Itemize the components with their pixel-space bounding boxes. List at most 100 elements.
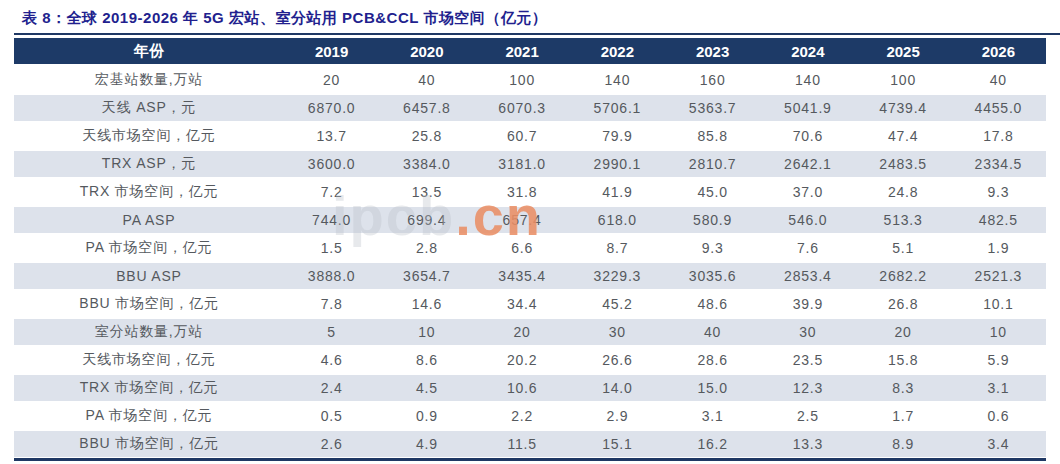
cell-value: 45.2 bbox=[570, 291, 665, 319]
cell-value: 15.1 bbox=[570, 431, 665, 459]
table-row: 天线市场空间，亿元13.725.860.779.985.870.647.417.… bbox=[14, 123, 1046, 151]
cell-value: 546.0 bbox=[760, 207, 855, 235]
row-label: PA ASP bbox=[14, 207, 284, 235]
table-row: BBU ASP3888.03654.73435.43229.33035.6285… bbox=[14, 263, 1046, 291]
table-title: 表 8：全球 2019-2026 年 5G 宏站、室分站用 PCB&CCL 市场… bbox=[0, 0, 1060, 28]
cell-value: 2.8 bbox=[379, 235, 474, 263]
cell-value: 20 bbox=[284, 67, 379, 95]
cell-value: 482.5 bbox=[951, 207, 1046, 235]
cell-value: 2483.5 bbox=[856, 151, 951, 179]
cell-value: 17.8 bbox=[951, 123, 1046, 151]
report-table-page: 表 8：全球 2019-2026 年 5G 宏站、室分站用 PCB&CCL 市场… bbox=[0, 0, 1060, 464]
cell-value: 2334.5 bbox=[951, 151, 1046, 179]
cell-value: 2.6 bbox=[284, 431, 379, 459]
cell-value: 744.0 bbox=[284, 207, 379, 235]
cell-value: 41.9 bbox=[570, 179, 665, 207]
cell-value: 580.9 bbox=[665, 207, 760, 235]
row-label: PA 市场空间，亿元 bbox=[14, 403, 284, 431]
column-header-2025: 2025 bbox=[856, 38, 951, 67]
cell-value: 24.8 bbox=[856, 179, 951, 207]
cell-value: 100 bbox=[475, 67, 570, 95]
table-bottom-border bbox=[14, 458, 1046, 461]
cell-value: 37.0 bbox=[760, 179, 855, 207]
cell-value: 2990.1 bbox=[570, 151, 665, 179]
cell-value: 40 bbox=[951, 67, 1046, 95]
cell-value: 40 bbox=[379, 67, 474, 95]
cell-value: 657.4 bbox=[475, 207, 570, 235]
table-row: PA ASP744.0699.4657.4618.0580.9546.0513.… bbox=[14, 207, 1046, 235]
row-label: 室分站数量,万站 bbox=[14, 319, 284, 347]
cell-value: 618.0 bbox=[570, 207, 665, 235]
row-label: TRX ASP，元 bbox=[14, 151, 284, 179]
cell-value: 5706.1 bbox=[570, 95, 665, 123]
cell-value: 3.1 bbox=[951, 375, 1046, 403]
cell-value: 2.9 bbox=[570, 403, 665, 431]
column-header-2021: 2021 bbox=[475, 38, 570, 67]
cell-value: 15.8 bbox=[856, 347, 951, 375]
cell-value: 5.1 bbox=[856, 235, 951, 263]
cell-value: 4739.4 bbox=[856, 95, 951, 123]
cell-value: 28.6 bbox=[665, 347, 760, 375]
row-label: BBU 市场空间，亿元 bbox=[14, 291, 284, 319]
cell-value: 30 bbox=[760, 319, 855, 347]
cell-value: 45.0 bbox=[665, 179, 760, 207]
column-header-2023: 2023 bbox=[665, 38, 760, 67]
cell-value: 0.9 bbox=[379, 403, 474, 431]
cell-value: 10 bbox=[951, 319, 1046, 347]
cell-value: 20 bbox=[856, 319, 951, 347]
cell-value: 8.6 bbox=[379, 347, 474, 375]
table-row: 室分站数量,万站510203040302010 bbox=[14, 319, 1046, 347]
cell-value: 4.6 bbox=[284, 347, 379, 375]
row-label: 天线 ASP，元 bbox=[14, 95, 284, 123]
cell-value: 10 bbox=[379, 319, 474, 347]
table-row: 天线 ASP，元6870.06457.86070.35706.15363.750… bbox=[14, 95, 1046, 123]
cell-value: 1.9 bbox=[951, 235, 1046, 263]
cell-value: 47.4 bbox=[856, 123, 951, 151]
cell-value: 48.6 bbox=[665, 291, 760, 319]
cell-value: 5 bbox=[284, 319, 379, 347]
cell-value: 40 bbox=[665, 319, 760, 347]
table-body: 宏基站数量,万站204010014016014010040天线 ASP，元687… bbox=[14, 67, 1046, 459]
cell-value: 140 bbox=[760, 67, 855, 95]
cell-value: 23.5 bbox=[760, 347, 855, 375]
cell-value: 3435.4 bbox=[475, 263, 570, 291]
year-column-label: 年份 bbox=[14, 38, 284, 67]
cell-value: 7.2 bbox=[284, 179, 379, 207]
cell-value: 1.7 bbox=[856, 403, 951, 431]
cell-value: 9.3 bbox=[665, 235, 760, 263]
table-row: 宏基站数量,万站204010014016014010040 bbox=[14, 67, 1046, 95]
cell-value: 20 bbox=[475, 319, 570, 347]
cell-value: 8.9 bbox=[856, 431, 951, 459]
cell-value: 8.7 bbox=[570, 235, 665, 263]
cell-value: 3.4 bbox=[951, 431, 1046, 459]
table-row: TRX ASP，元3600.03384.03181.02990.12810.72… bbox=[14, 151, 1046, 179]
cell-value: 79.9 bbox=[570, 123, 665, 151]
cell-value: 3229.3 bbox=[570, 263, 665, 291]
cell-value: 11.5 bbox=[475, 431, 570, 459]
cell-value: 10.1 bbox=[951, 291, 1046, 319]
row-label: PA 市场空间，亿元 bbox=[14, 235, 284, 263]
table-row: TRX 市场空间，亿元7.213.531.841.945.037.024.89.… bbox=[14, 179, 1046, 207]
cell-value: 2521.3 bbox=[951, 263, 1046, 291]
table-header-row: 年份20192020202120222023202420252026 bbox=[14, 38, 1046, 67]
cell-value: 30 bbox=[570, 319, 665, 347]
cell-value: 2682.2 bbox=[856, 263, 951, 291]
row-label: BBU 市场空间，亿元 bbox=[14, 431, 284, 459]
cell-value: 2810.7 bbox=[665, 151, 760, 179]
cell-value: 3.1 bbox=[665, 403, 760, 431]
data-table: 年份20192020202120222023202420252026 宏基站数量… bbox=[14, 38, 1046, 459]
column-header-2020: 2020 bbox=[379, 38, 474, 67]
cell-value: 3384.0 bbox=[379, 151, 474, 179]
table-row: TRX 市场空间，亿元2.44.510.614.015.012.38.33.1 bbox=[14, 375, 1046, 403]
column-header-2026: 2026 bbox=[951, 38, 1046, 67]
cell-value: 2.5 bbox=[760, 403, 855, 431]
title-underline bbox=[14, 33, 1060, 35]
cell-value: 3600.0 bbox=[284, 151, 379, 179]
cell-value: 31.8 bbox=[475, 179, 570, 207]
cell-value: 39.9 bbox=[760, 291, 855, 319]
cell-value: 160 bbox=[665, 67, 760, 95]
cell-value: 6.6 bbox=[475, 235, 570, 263]
cell-value: 10.6 bbox=[475, 375, 570, 403]
cell-value: 9.3 bbox=[951, 179, 1046, 207]
cell-value: 2.2 bbox=[475, 403, 570, 431]
